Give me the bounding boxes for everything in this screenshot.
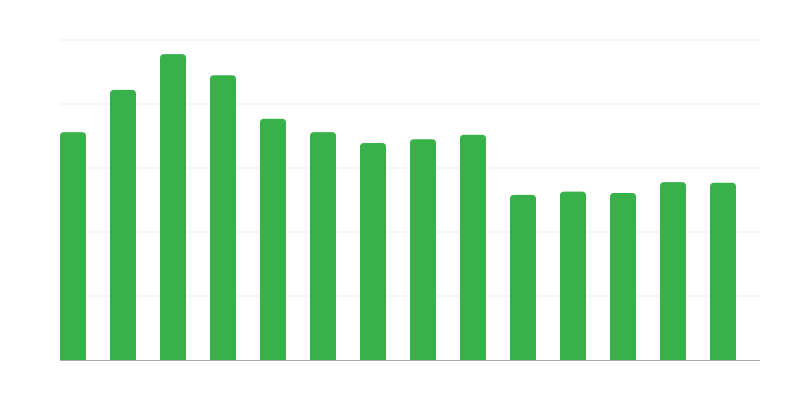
bar-12 <box>610 192 636 360</box>
bar-4 <box>210 75 236 360</box>
bar-13 <box>660 182 686 360</box>
bar-6 <box>310 132 336 360</box>
bar-11 <box>560 191 586 360</box>
bar-10 <box>510 194 536 360</box>
bar-9 <box>460 134 486 360</box>
bar-3 <box>160 54 186 360</box>
bar-1 <box>60 132 86 360</box>
bar-2 <box>110 89 136 361</box>
bar-14 <box>710 182 736 360</box>
bar-7 <box>360 143 386 360</box>
bar-5 <box>260 118 286 360</box>
bar-8 <box>410 139 436 360</box>
bars <box>60 54 736 361</box>
